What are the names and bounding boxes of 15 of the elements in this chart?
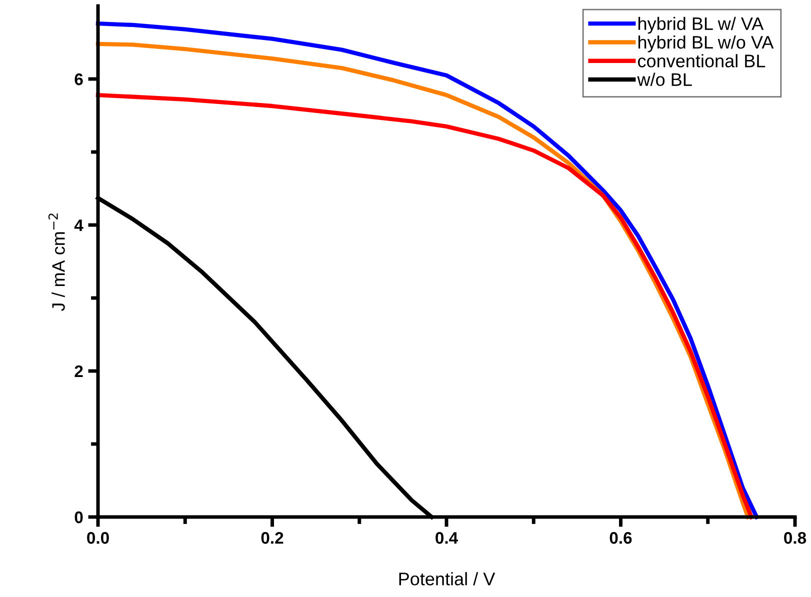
x-tick-label: 0.4 [436, 532, 458, 544]
y-tick-label: 0 [74, 511, 83, 524]
y-tick-label: 2 [74, 365, 83, 378]
legend-label: hybrid BL w/ VA [638, 16, 764, 34]
x-axis-title: Potential / V [399, 572, 496, 586]
x-tick-label: 0.0 [87, 532, 109, 544]
legend-label: hybrid BL w/o VA [638, 35, 774, 52]
y-tick-label: 4 [74, 220, 84, 232]
legend-label: w/o BL [637, 72, 692, 86]
legend-label: conventional BL [638, 54, 766, 68]
x-tick-label: 0.6 [610, 532, 632, 544]
y-tick-label: 6 [74, 73, 83, 86]
x-tick-label: 0.8 [784, 532, 806, 544]
x-tick-label: 0.2 [261, 532, 284, 544]
y-axis-title: J / mA cm$^{−2}$ [48, 214, 65, 312]
